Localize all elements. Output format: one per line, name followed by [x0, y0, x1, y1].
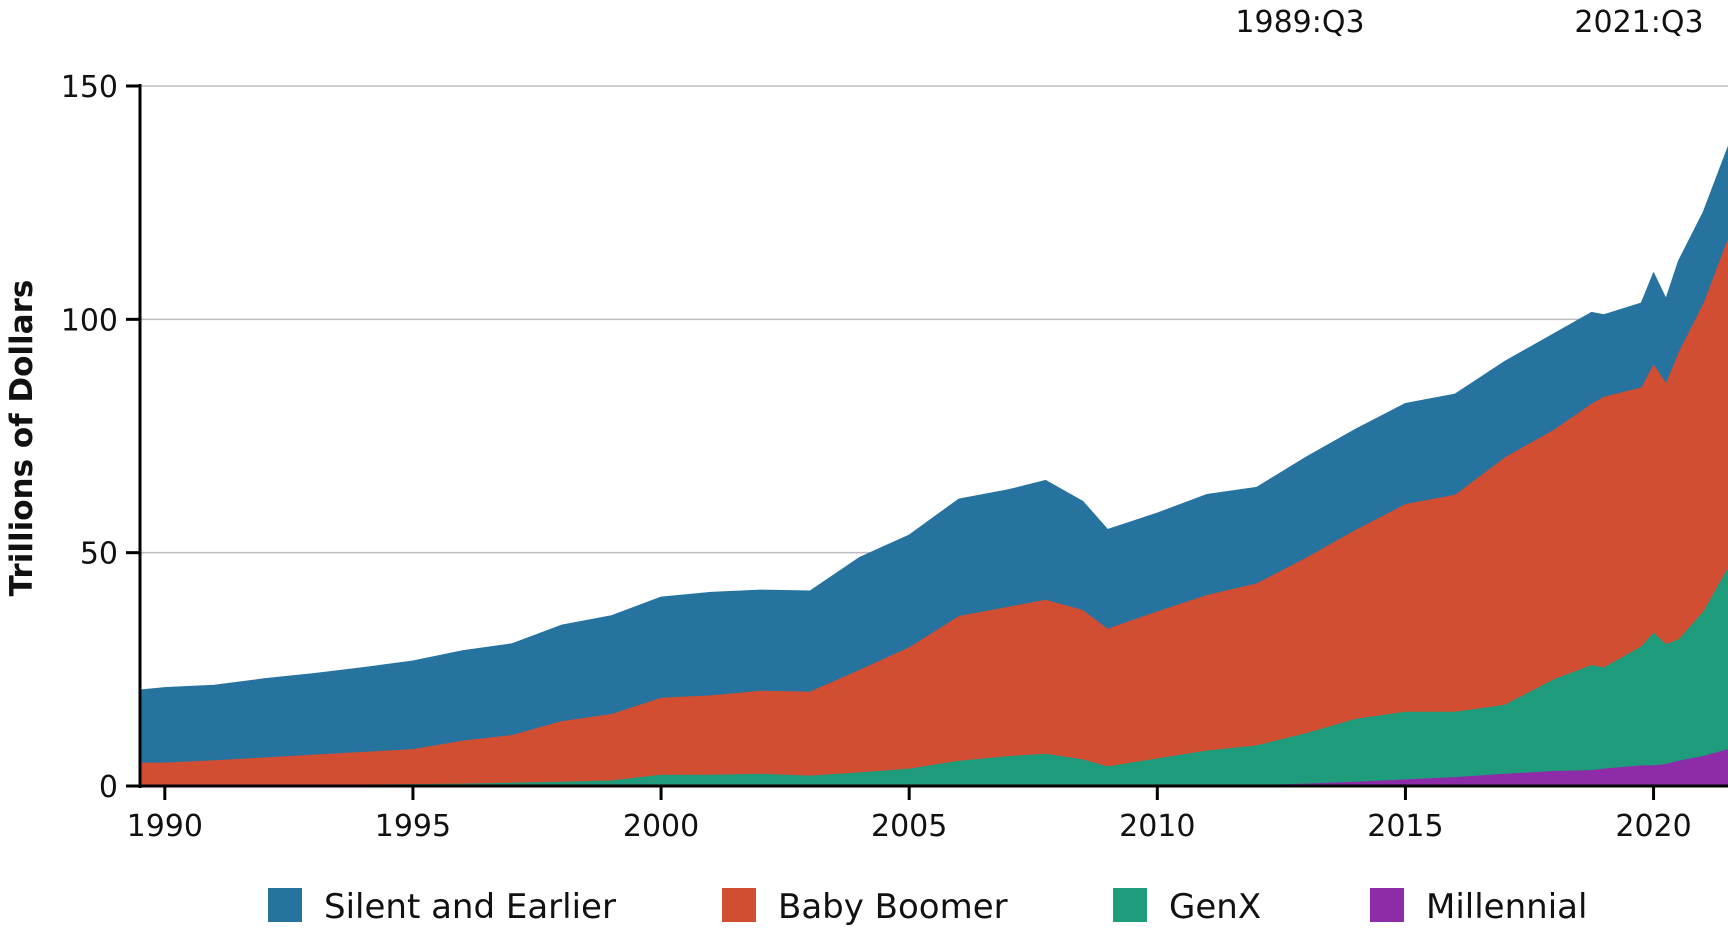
- annotation-end-date: 2021:Q3: [1574, 5, 1703, 40]
- y-tick-label-0: 0: [99, 770, 118, 805]
- x-tick-label-2000: 2000: [623, 809, 699, 844]
- legend: Silent and Earlier Baby Boomer GenX Millenn…: [268, 887, 1587, 927]
- annotation-start-date: 1989:Q3: [1235, 5, 1364, 40]
- y-axis-label: Trillions of Dollars: [4, 280, 40, 597]
- y-tick-label-150: 150: [61, 70, 118, 105]
- stacked-areas: [139, 146, 1728, 787]
- legend-swatch-baby-boomer: [722, 888, 756, 922]
- ticks: 0 50 100 150 1990 1995 2000 2005 2010 2015 2020: [61, 70, 1692, 844]
- x-tick-label-1995: 1995: [375, 809, 451, 844]
- axes: [138, 84, 1728, 788]
- legend-label-millennial: Millennial: [1426, 887, 1587, 927]
- legend-swatch-millennial: [1370, 888, 1404, 922]
- y-tick-label-100: 100: [61, 303, 118, 338]
- y-tick-label-50: 50: [80, 537, 118, 572]
- x-tick-label-2005: 2005: [871, 809, 947, 844]
- legend-swatch-genx: [1113, 888, 1147, 922]
- x-tick-label-2010: 2010: [1119, 809, 1195, 844]
- legend-swatch-silent-and-earlier: [268, 888, 302, 922]
- legend-label-genx: GenX: [1169, 887, 1261, 927]
- legend-label-silent-and-earlier: Silent and Earlier: [324, 887, 616, 927]
- x-tick-label-1990: 1990: [127, 809, 203, 844]
- area-silent-and-earlier: [139, 146, 1728, 763]
- x-tick-label-2015: 2015: [1367, 809, 1443, 844]
- x-tick-label-2020: 2020: [1615, 809, 1691, 844]
- legend-label-baby-boomer: Baby Boomer: [778, 887, 1008, 927]
